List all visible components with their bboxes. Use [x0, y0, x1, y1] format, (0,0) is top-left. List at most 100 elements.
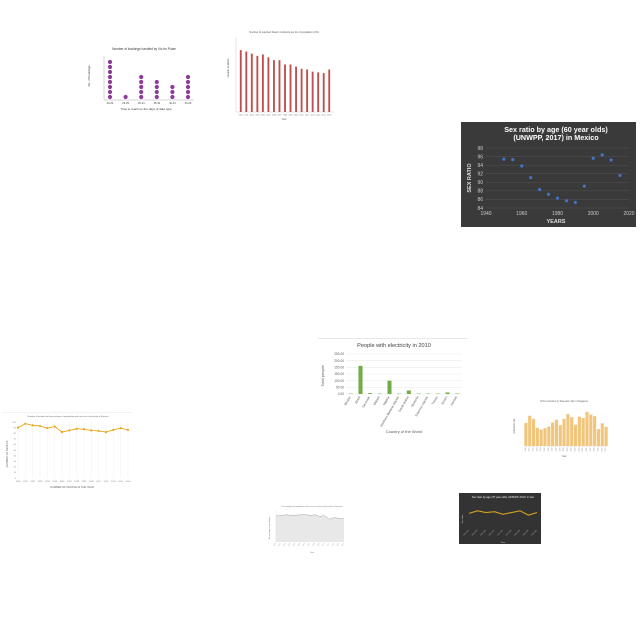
line-point — [126, 428, 130, 431]
x-tick-label: 2009 — [317, 543, 321, 547]
x-tick-label: 2007 — [307, 543, 311, 547]
line-point — [104, 430, 108, 434]
scatter-point — [582, 184, 586, 188]
y-tick-label: 100 — [12, 422, 16, 424]
x-tick-label: Nigeria — [382, 395, 391, 406]
x-tick-label: 2012 — [305, 115, 309, 117]
line-point — [31, 424, 34, 427]
x-tick-label: 2016 — [327, 115, 331, 117]
x-tick-label: 2008 — [312, 543, 316, 547]
y-tick-label: 100.00 — [334, 379, 344, 383]
line-point — [75, 427, 78, 430]
chart-title: Number of reported firearm incidents per… — [249, 31, 319, 34]
bar — [239, 50, 242, 112]
x-tick-label: 2000 — [588, 211, 599, 217]
bar — [289, 64, 292, 112]
x-tick-label: 1993 — [38, 481, 44, 483]
x-tick-label: 2003 — [288, 543, 292, 547]
y-tick-label: 86 — [477, 197, 483, 203]
y-tick-label: 150.00 — [334, 366, 344, 370]
x-tick-label: 2011 — [300, 115, 304, 117]
x-tick-label: 1965-1970 — [488, 530, 495, 537]
x-tick-label: 2005 — [266, 115, 270, 117]
scatter-point — [520, 164, 524, 168]
bar — [284, 64, 286, 112]
x-tick-label: 1960 — [516, 211, 527, 217]
x-tick-label: 1950-1955 — [463, 530, 470, 537]
x-tick-label: 2007 — [277, 115, 281, 117]
bar — [406, 390, 411, 394]
x-tick-label: 2002 — [250, 115, 254, 117]
x-tick-label: 2002 — [571, 448, 573, 452]
x-tick-label: 40-44 — [169, 101, 176, 105]
bar — [593, 416, 597, 446]
x-tick-label: 1994 — [45, 481, 51, 483]
chart-co2-singapore: CO2 emissions by Sweeden (kt) in Singapo… — [510, 398, 610, 458]
y-tick-label: 80 — [14, 433, 17, 435]
series-line — [468, 510, 538, 516]
bar — [539, 429, 543, 446]
y-tick-label: 90 — [14, 427, 17, 429]
x-tick-label: 1993 — [536, 448, 538, 452]
y-axis-label: Total people — [320, 364, 325, 386]
y-axis-label: No. of bookings — [87, 65, 91, 86]
x-tick-label: 2004 — [578, 448, 580, 452]
dot-marker — [107, 59, 113, 65]
y-axis-label: NUMBER OF PEOPLE — [5, 440, 9, 467]
chart-title-line-1: Sex ratio by age (60 year olds) — [504, 125, 608, 134]
x-tick-label: 2001 — [278, 543, 282, 547]
y-tick-label: 88 — [477, 189, 483, 195]
bar — [278, 60, 281, 112]
x-tick-label: 2009 — [597, 448, 599, 452]
chart-title: Percentage of population with access to … — [282, 505, 344, 508]
line-point — [119, 427, 122, 430]
dot-marker — [139, 89, 144, 95]
bar — [531, 418, 536, 446]
area-fill — [276, 514, 344, 542]
chart-title: People with electricity in 2010 — [357, 343, 431, 349]
x-tick-label: 2010 — [294, 115, 298, 117]
x-tick-label: 1995 — [52, 481, 58, 483]
chart-firearm-bars: Number of reported firearm incidents per… — [224, 28, 338, 122]
x-tick-label: 1999 — [559, 448, 561, 452]
x-tick-label: 35-39 — [153, 101, 160, 105]
x-tick-label: 2004 — [293, 543, 297, 547]
scatter-point — [546, 192, 551, 196]
bar — [535, 427, 539, 446]
bar — [577, 416, 581, 446]
scatter-point — [600, 153, 604, 157]
dot-marker — [107, 64, 113, 70]
bar — [295, 66, 297, 112]
chart-tanzania-area: Percentage of population with access to … — [266, 502, 348, 554]
chart-bookings-dotplot: Number of bookings handled by Vic for Pu… — [84, 44, 202, 120]
bar — [256, 55, 259, 112]
x-tick-label: 2013 — [337, 543, 341, 547]
y-axis-label: Emissions (kt) — [513, 418, 516, 433]
dot-marker — [170, 89, 175, 95]
bar — [554, 419, 559, 446]
y-tick-label: 50 — [14, 450, 17, 452]
scatter-point — [502, 157, 506, 161]
dot-marker — [154, 84, 159, 90]
x-tick-label: 2005 — [582, 448, 584, 452]
bar — [300, 68, 303, 112]
x-tick-label: 2003 — [575, 448, 577, 452]
x-tick-label: 1940 — [480, 211, 491, 217]
y-tick-label: 40 — [14, 455, 17, 457]
x-tick-label: 2001 — [96, 481, 102, 483]
x-tick-label: 2000 — [89, 481, 95, 483]
y-tick-label: 94 — [477, 163, 483, 169]
bar — [551, 422, 555, 446]
y-tick-label: 92 — [477, 172, 483, 178]
x-tick-label: 1985-1990 — [522, 530, 529, 537]
x-tick-label: 2014 — [316, 115, 320, 117]
x-tick-label: 2015 — [322, 115, 326, 117]
x-tick-label: 1960-1965 — [480, 530, 487, 537]
x-tick-label: 2013 — [311, 115, 315, 117]
dot-marker — [185, 79, 191, 85]
bar — [311, 71, 314, 112]
bar — [445, 392, 450, 394]
x-tick-label: 2000 — [239, 115, 243, 117]
bar — [387, 380, 392, 394]
y-tick-label: 150.00 — [334, 372, 344, 376]
